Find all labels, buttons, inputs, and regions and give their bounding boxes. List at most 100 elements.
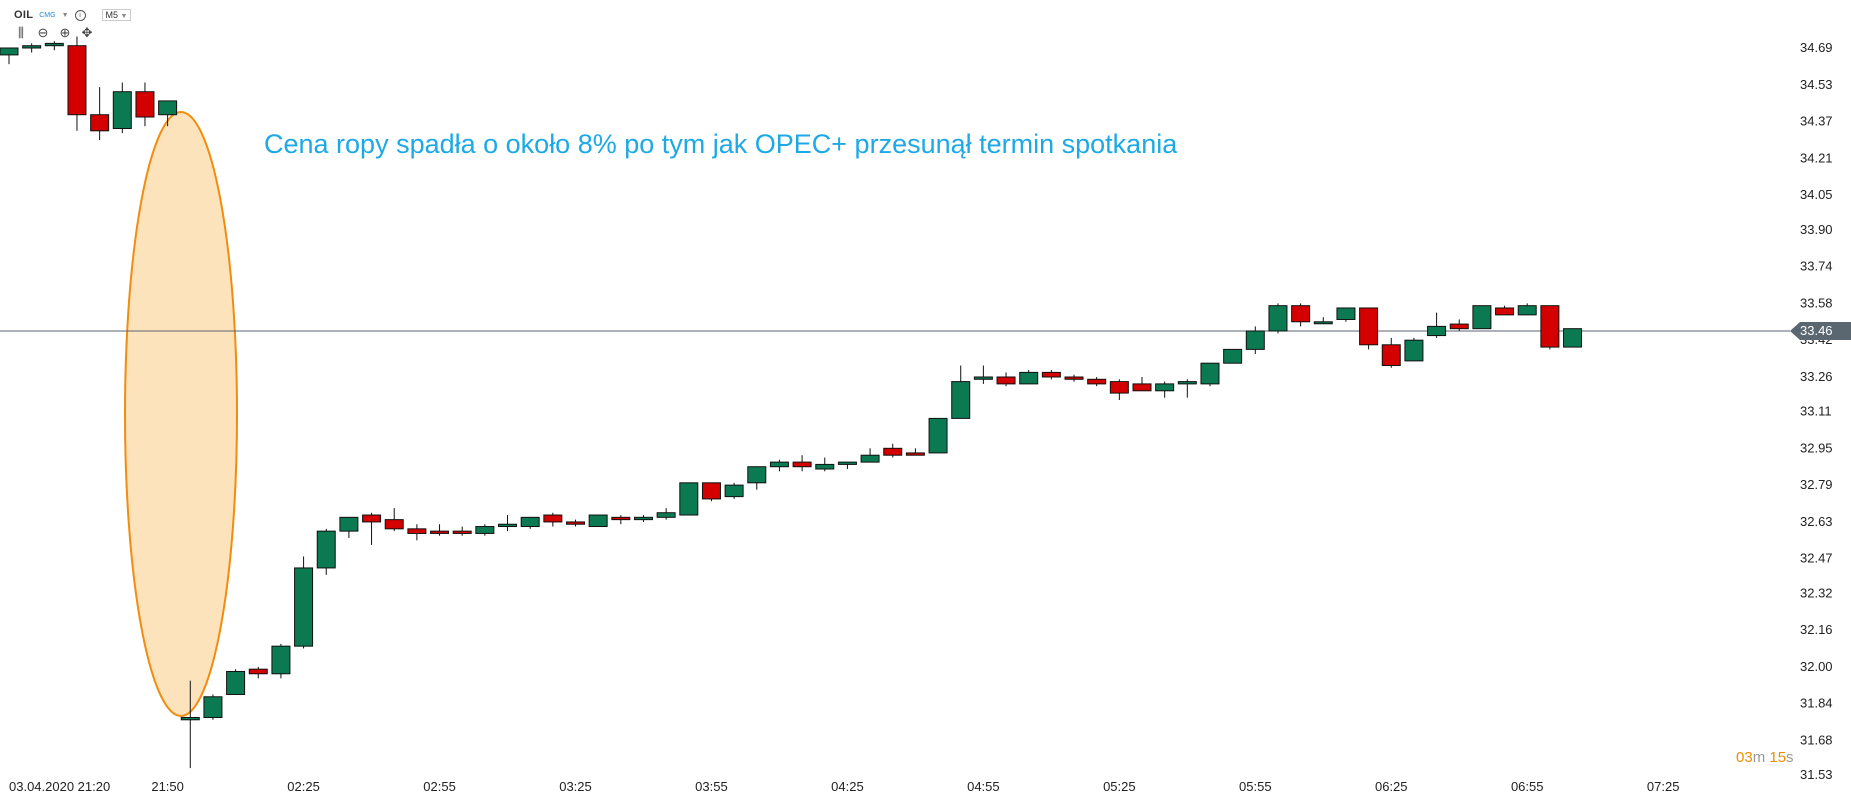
candle-body [1563,328,1583,348]
candle-body [1359,307,1379,346]
exchange-label: CMG [39,11,56,19]
candle-body [656,512,676,518]
y-tick-label: 34.05 [1800,187,1833,202]
candle-body [0,47,19,56]
candle-body [1313,321,1333,325]
candle-body [203,696,223,718]
y-tick-label: 32.00 [1800,659,1833,674]
x-tick-label: 06:25 [1375,779,1408,794]
candle-body [1245,330,1265,350]
candle-body [1223,348,1243,364]
candle-body [611,516,631,521]
candle-body [430,530,450,534]
candle-body [1449,323,1469,330]
candle-body [1495,307,1515,316]
candle-body [747,466,767,484]
chevron-down-icon: ▼ [120,13,128,20]
y-tick-label: 34.53 [1800,77,1833,92]
candle-body [1472,305,1492,330]
y-tick-label: 34.21 [1800,150,1833,165]
timeframe-value: M5 [105,10,119,20]
candle-body [769,461,789,468]
y-tick-label: 31.68 [1800,732,1833,747]
x-tick-label: 07:25 [1647,779,1680,794]
chart-annotation: Cena ropy spadła o około 8% po tym jak O… [264,129,1178,159]
candle-body [1517,305,1537,316]
candle-body [1381,344,1401,366]
candle-body [951,381,971,419]
candle-body [158,100,178,116]
y-tick-label: 33.26 [1800,369,1833,384]
y-tick-label: 33.90 [1800,222,1833,237]
x-tick-label: 04:25 [831,779,864,794]
candle-body [543,514,563,523]
candle-body [271,645,291,675]
y-tick-label: 32.79 [1800,477,1833,492]
candle-body [1268,305,1288,332]
candle-body [815,463,835,470]
timer-seconds: 15 [1769,749,1787,766]
y-tick-label: 34.69 [1800,40,1833,55]
candle-body [1132,383,1152,392]
x-tick-label: 21:50 [151,779,184,794]
x-tick-label: 03:55 [695,779,728,794]
candle-body [566,521,585,525]
candle-body [44,42,64,47]
x-tick-label: 02:25 [287,779,320,794]
timer-seconds-unit: s [1786,749,1794,766]
x-tick-label: 02:55 [423,779,456,794]
chevron-down-icon[interactable]: ▼ [61,11,69,19]
candle-body [1019,371,1039,385]
candle-body [1109,381,1129,394]
y-tick-label: 32.47 [1800,551,1833,566]
y-tick-label: 33.11 [1800,404,1832,419]
y-tick-label: 33.74 [1800,259,1833,274]
candle-body [90,114,110,132]
candle-body [384,519,404,530]
zoom-in-icon[interactable]: ⊕ [59,25,71,40]
timeframe-select[interactable]: M5 ▼ [101,9,132,21]
candle-body [294,567,314,647]
candle-body [633,516,653,521]
y-tick-label: 32.16 [1800,622,1833,637]
candle-body [407,528,427,534]
candle-body [679,482,699,516]
y-tick-label: 31.84 [1800,696,1833,711]
candle-body [973,376,993,380]
zoom-out-icon[interactable]: ⊖ [37,25,49,40]
candle-body [498,523,518,528]
candle-body [792,461,812,468]
candle-body [180,716,200,721]
x-tick-label: 04:55 [967,779,1000,794]
candle-body [135,91,155,118]
candle-body [67,45,87,116]
x-tick-label: 05:55 [1239,779,1272,794]
symbol-label[interactable]: OIL [14,9,34,21]
candle-body [339,516,359,532]
candle-body [1336,307,1356,320]
candle-body [475,526,495,534]
candle-body [928,417,948,454]
candle-body [860,454,880,463]
candle-body [883,447,903,456]
candle-body [1540,305,1560,348]
candle-body [1427,325,1447,337]
info-icon[interactable]: i [74,9,86,21]
x-tick-label: 05:25 [1103,779,1136,794]
candle-body [1155,383,1175,392]
candle-body [316,530,336,569]
candle-body [362,514,382,523]
timer-minutes: 03 [1736,749,1753,766]
chart-tools: ⫼ ⊖ ⊕ ✥ [14,25,94,41]
candle-body [1064,376,1084,380]
bar-style-icon[interactable]: ⫼ [18,25,24,40]
crosshair-icon[interactable]: ✥ [81,25,93,40]
candle-body [905,452,925,456]
y-tick-label: 32.32 [1800,585,1833,600]
candle-countdown: 03m 15s [1736,749,1794,766]
highlight-ellipse [124,111,238,717]
candle-body [452,530,472,534]
candle-body [701,482,721,500]
x-tick-label: 03.04.2020 21:20 [9,779,110,794]
